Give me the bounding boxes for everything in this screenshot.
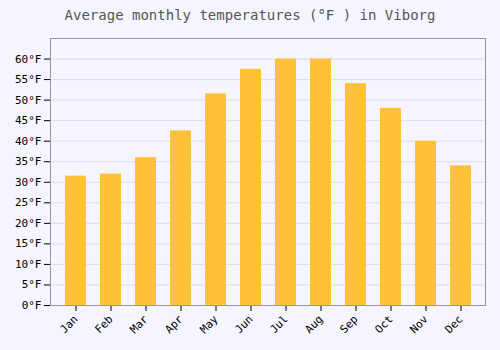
- svg-text:5°F: 5°F: [22, 278, 42, 291]
- svg-text:Jan: Jan: [57, 313, 80, 336]
- html-text:Average monthly temperatures (: Average monthly temperatures (°F ) in Vi…: [64, 7, 436, 23]
- svg-text:0°F: 0°F: [22, 299, 42, 312]
- svg-text:60°F: 60°F: [15, 53, 42, 66]
- svg-text:15°F: 15°F: [15, 237, 42, 250]
- svg-text:50°F: 50°F: [15, 94, 42, 107]
- svg-text:Jul: Jul: [267, 313, 290, 336]
- svg-text:Apr: Apr: [162, 312, 186, 336]
- svg-text:Nov: Nov: [407, 312, 431, 336]
- svg-text:Aug: Aug: [302, 313, 325, 336]
- svg-text:Feb: Feb: [92, 313, 115, 336]
- svg-text:Jun: Jun: [232, 313, 255, 336]
- svg-text:35°F: 35°F: [15, 155, 42, 168]
- svg-text:Dec: Dec: [442, 313, 465, 336]
- svg-text:25°F: 25°F: [15, 196, 42, 209]
- svg-text:Mar: Mar: [127, 312, 151, 336]
- svg-text:55°F: 55°F: [15, 73, 42, 86]
- svg-text:40°F: 40°F: [15, 135, 42, 148]
- svg-text:45°F: 45°F: [15, 114, 42, 127]
- svg-text:Sep: Sep: [337, 313, 360, 336]
- svg-text:May: May: [197, 312, 221, 336]
- svg-text:10°F: 10°F: [15, 258, 42, 271]
- svg-text:20°F: 20°F: [15, 217, 42, 230]
- svg-text:Oct: Oct: [372, 313, 395, 336]
- svg-text:30°F: 30°F: [15, 176, 42, 189]
